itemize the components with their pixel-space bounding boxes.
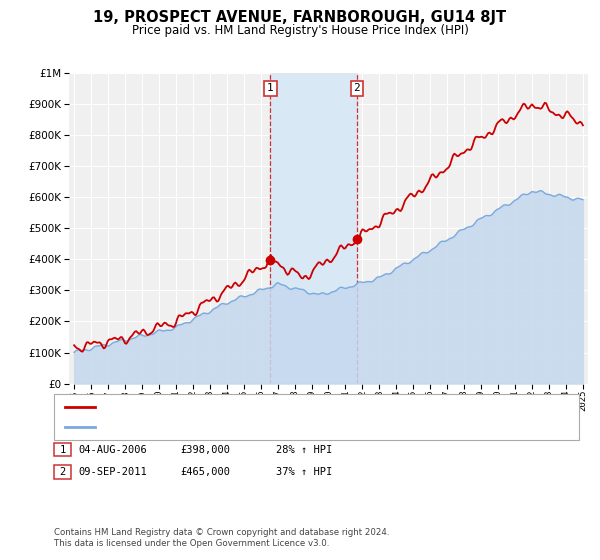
- Text: 1: 1: [267, 83, 274, 94]
- Text: 2: 2: [353, 83, 360, 94]
- Text: 04-AUG-2006: 04-AUG-2006: [78, 445, 147, 455]
- Text: Price paid vs. HM Land Registry's House Price Index (HPI): Price paid vs. HM Land Registry's House …: [131, 24, 469, 36]
- Bar: [271, 73, 357, 384]
- Text: 28% ↑ HPI: 28% ↑ HPI: [276, 445, 332, 455]
- Text: 2: 2: [59, 467, 65, 477]
- Text: HPI: Average price, detached house, Rushmoor: HPI: Average price, detached house, Rush…: [102, 422, 337, 432]
- Text: 37% ↑ HPI: 37% ↑ HPI: [276, 467, 332, 477]
- Text: 09-SEP-2011: 09-SEP-2011: [78, 467, 147, 477]
- Text: Contains HM Land Registry data © Crown copyright and database right 2024.
This d: Contains HM Land Registry data © Crown c…: [54, 528, 389, 548]
- Text: £465,000: £465,000: [180, 467, 230, 477]
- Text: 1: 1: [59, 445, 65, 455]
- Text: 19, PROSPECT AVENUE, FARNBOROUGH, GU14 8JT: 19, PROSPECT AVENUE, FARNBOROUGH, GU14 8…: [94, 10, 506, 25]
- Text: 19, PROSPECT AVENUE, FARNBOROUGH, GU14 8JT (detached house): 19, PROSPECT AVENUE, FARNBOROUGH, GU14 8…: [102, 403, 444, 413]
- Text: £398,000: £398,000: [180, 445, 230, 455]
